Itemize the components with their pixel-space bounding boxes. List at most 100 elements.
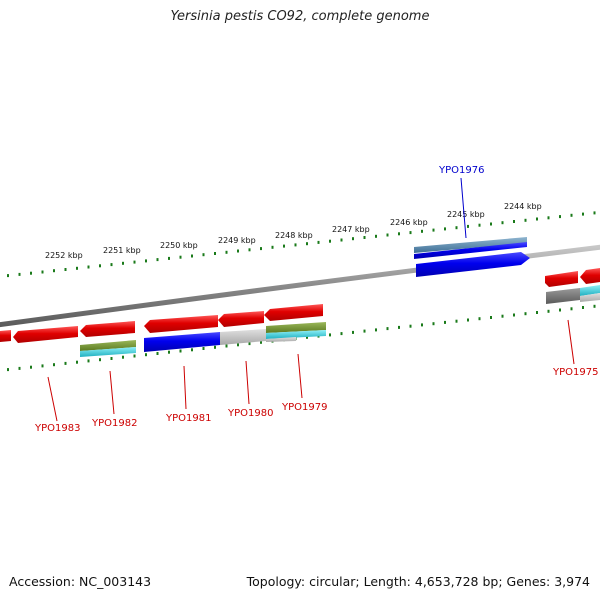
feature-red-arrow-5 <box>264 304 323 321</box>
lower-minor-tick <box>363 329 366 333</box>
upper-minor-tick <box>283 244 285 248</box>
lower-minor-tick <box>248 342 251 346</box>
lower-minor-tick <box>421 323 423 327</box>
label-leaders <box>47 177 575 422</box>
gene-label-ypo1982[interactable]: YPO1982 <box>91 418 137 429</box>
lower-minor-tick <box>30 365 32 369</box>
lower-minor-tick <box>536 311 538 314</box>
upper-minor-tick <box>110 263 113 267</box>
upper-minor-tick <box>18 272 21 276</box>
tick-label-2251: 2251 kbp <box>103 246 141 255</box>
topology-summary: Topology: circular; Length: 4,653,728 bp… <box>246 574 590 589</box>
lower-minor-tick <box>398 325 400 329</box>
lower-minor-tick <box>260 340 262 344</box>
upper-minor-tick <box>156 258 159 262</box>
lower-minor-tick <box>490 316 492 319</box>
upper-minor-tick <box>363 236 366 239</box>
upper-minor-tick <box>375 234 377 238</box>
upper-minor-tick <box>352 237 354 241</box>
leader-ypo1975 <box>567 319 575 365</box>
upper-minor-tick <box>122 261 124 265</box>
upper-minor-tick <box>237 249 239 253</box>
upper-minor-tick <box>559 215 561 219</box>
upper-minor-tick <box>306 242 308 246</box>
lower-minor-tick <box>214 345 216 349</box>
upper-minor-tick <box>145 259 147 263</box>
gene-label-ypo1979[interactable]: YPO1979 <box>281 402 327 413</box>
lower-minor-tick <box>582 306 584 309</box>
tick-label-2252: 2252 kbp <box>45 251 83 260</box>
feature-ypo1976[interactable] <box>414 237 530 277</box>
upper-minor-tick <box>593 211 596 215</box>
lower-minor-tick <box>168 350 170 354</box>
lower-minor-tick <box>340 332 343 336</box>
lower-minor-tick <box>306 335 308 339</box>
lower-minor-tick <box>570 307 573 311</box>
upper-minor-tick <box>41 270 44 274</box>
feature-darkgray-right <box>546 288 580 304</box>
feature-red-arrow-0 <box>0 330 11 342</box>
upper-minor-tick <box>398 232 400 236</box>
gene-label-ypo1980[interactable]: YPO1980 <box>227 408 273 419</box>
lower-minor-tick <box>18 366 21 370</box>
upper-minor-tick <box>317 240 320 244</box>
lower-minor-tick <box>191 348 193 352</box>
gene-label-ypo1983[interactable]: YPO1983 <box>34 423 80 434</box>
lower-minor-tick <box>432 322 435 326</box>
lower-minor-tick <box>593 304 596 308</box>
gene-label-ypo1981[interactable]: YPO1981 <box>165 413 211 424</box>
lower-minor-tick <box>352 330 354 334</box>
upper-minor-tick <box>478 223 481 227</box>
upper-minor-tick <box>467 224 469 228</box>
tick-label-2249: 2249 kbp <box>218 236 256 245</box>
upper-minor-tick <box>409 231 412 235</box>
upper-minor-tick <box>570 213 573 217</box>
feature-gray-1979 <box>266 337 296 342</box>
tick-label-2250: 2250 kbp <box>160 241 198 250</box>
upper-minor-tick <box>432 228 435 232</box>
upper-minor-tick <box>490 222 492 226</box>
lower-minor-tick <box>202 347 205 350</box>
feature-blue-arrow <box>416 252 530 277</box>
lower-minor-tick <box>513 313 515 317</box>
tick-label-2244: 2244 kbp <box>504 202 542 211</box>
lower-minor-tick <box>467 318 469 322</box>
feature-olive-1982 <box>80 340 136 351</box>
upper-minor-tick <box>202 253 205 257</box>
upper-minor-tick <box>444 227 446 231</box>
leader-ypo1980 <box>245 360 250 405</box>
lower-minor-tick <box>122 355 124 359</box>
lower-minor-tick <box>225 344 228 348</box>
upper-minor-tick <box>386 233 389 237</box>
feature-blue-thin <box>414 242 527 259</box>
feature-ypo1975[interactable] <box>545 268 600 304</box>
lower-minor-tick <box>478 317 481 321</box>
gene-label-ypo1975[interactable]: YPO1975 <box>552 367 598 378</box>
tick-label-2248: 2248 kbp <box>275 231 313 240</box>
feature-blue-1981 <box>144 332 220 352</box>
lower-minor-tick <box>99 358 101 362</box>
feature-gray-1980 <box>220 329 266 345</box>
lower-feature-row <box>80 322 326 357</box>
lower-minor-tick <box>455 319 458 323</box>
leader-ypo1982 <box>109 370 115 415</box>
gene-labels: YPO1983 YPO1982 YPO1981 YPO1980 YPO1979 … <box>34 165 598 434</box>
upper-minor-tick <box>168 256 170 260</box>
feature-red-arrow-right-2 <box>580 268 600 284</box>
upper-minor-tick <box>214 252 216 255</box>
feature-red-arrow-4 <box>218 311 264 327</box>
feature-red-arrow-right-1 <box>545 271 578 287</box>
upper-minor-tick <box>501 221 504 225</box>
lower-minor-tick <box>87 359 90 363</box>
upper-minor-tick <box>87 265 90 269</box>
upper-minor-tick <box>536 217 538 221</box>
upper-tick-ring <box>7 211 596 278</box>
lower-minor-tick <box>64 361 67 365</box>
upper-minor-tick <box>64 268 67 271</box>
gene-label-ypo1976[interactable]: YPO1976 <box>438 165 484 176</box>
tick-labels: 2252 kbp 2251 kbp 2250 kbp 2249 kbp 2248… <box>45 202 542 260</box>
lower-minor-tick <box>501 314 504 318</box>
feature-olive-1979 <box>266 322 326 333</box>
upper-minor-tick <box>248 248 251 252</box>
